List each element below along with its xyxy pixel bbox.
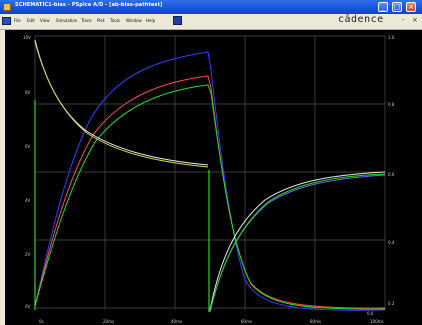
y-right-tick: 0.6	[388, 172, 395, 177]
waveform-plot[interactable]: 0s 20ms 40ms 60ms 80ms 100ms 10V 8V 6V 4…	[5, 30, 422, 325]
menu-help[interactable]: Help	[146, 18, 156, 23]
mdi-close-button[interactable]: ×	[412, 16, 418, 24]
menu-view[interactable]: View	[40, 18, 50, 23]
x-tick: 40ms	[171, 319, 182, 324]
white-trace-rise[interactable]	[209, 171, 386, 311]
menu-edit[interactable]: Edit	[27, 18, 35, 23]
y-right-ticks: 1.0 0.8 0.6 0.4 0.2 0.0	[367, 35, 395, 316]
y-left-tick: 8V	[25, 90, 31, 95]
plot-grid	[34, 35, 386, 310]
green-trace[interactable]	[34, 84, 386, 310]
menu-simulation[interactable]: Simulation	[56, 18, 78, 23]
y-left-tick: 2V	[25, 252, 31, 257]
blue-trace[interactable]	[34, 51, 386, 311]
menu-plot[interactable]: Plot	[97, 18, 105, 23]
y-left-tick: 6V	[25, 144, 31, 149]
menu-tools[interactable]: Tools	[110, 18, 120, 23]
x-tick: 0s	[39, 319, 44, 324]
y-left-tick: 10V	[23, 35, 31, 40]
red-trace[interactable]	[34, 75, 386, 309]
y-right-tick: 1.0	[388, 35, 395, 40]
menu-trace[interactable]: Trace	[81, 18, 92, 23]
app-window-icon	[3, 3, 11, 11]
menu-file[interactable]: File	[14, 18, 21, 23]
y-right-tick: 0.8	[388, 102, 395, 107]
y-left-tick: 0V	[25, 304, 31, 309]
x-axis-ticks: 0s 20ms 40ms 60ms 80ms 100ms	[39, 319, 384, 324]
maximize-button[interactable]: □	[392, 2, 402, 12]
title-bar[interactable]: SCHEMATIC1-bias - PSpice A/D - [ab-bias-…	[0, 0, 422, 14]
document-icon[interactable]	[2, 17, 11, 25]
y-right-tick: 0.4	[388, 240, 395, 245]
x-tick: 60ms	[241, 319, 252, 324]
cadence-logo: cādence	[338, 14, 384, 25]
menu-window[interactable]: Window	[126, 18, 142, 23]
yellow-trace-decay[interactable]	[34, 41, 209, 168]
pspice-toolbar-icon[interactable]	[173, 16, 182, 25]
y-left-tick: 4V	[25, 198, 31, 203]
minimize-button[interactable]: _	[378, 2, 388, 12]
x-tick: 20ms	[103, 319, 114, 324]
waveform-canvas: 0s 20ms 40ms 60ms 80ms 100ms 10V 8V 6V 4…	[23, 35, 395, 324]
mdi-minimize-button[interactable]: -	[402, 16, 405, 24]
menu-bar: File Edit View Simulation Trace Plot Too…	[0, 14, 422, 30]
y-right-tick: 0.2	[388, 301, 395, 306]
y-right-tick: 0.0	[367, 311, 374, 316]
x-tick: 100ms	[370, 319, 384, 324]
x-tick: 80ms	[310, 319, 321, 324]
window-title: SCHEMATIC1-bias - PSpice A/D - [ab-bias-…	[15, 2, 163, 8]
green-trace-rise[interactable]	[209, 173, 386, 312]
y-left-ticks: 10V 8V 6V 4V 2V 0V	[23, 35, 31, 309]
close-button[interactable]: ×	[406, 2, 416, 12]
